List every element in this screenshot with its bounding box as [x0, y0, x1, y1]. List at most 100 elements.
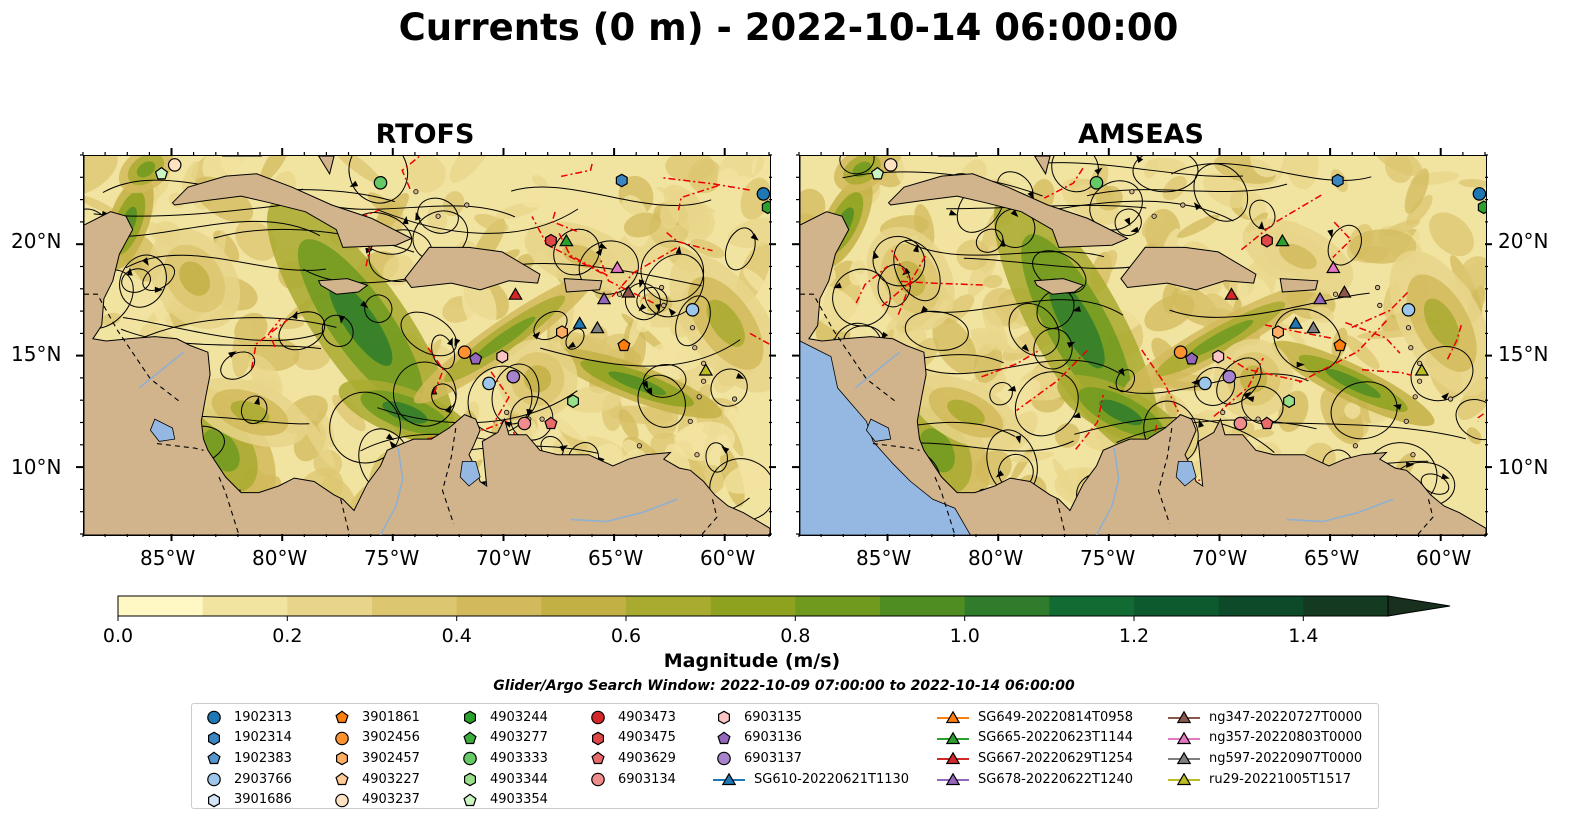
triangle-marker-icon — [1168, 731, 1200, 744]
legend-label: SG665-20220623T1144 — [978, 730, 1134, 746]
marker-ru29 — [698, 363, 714, 376]
marker-6903134 — [517, 416, 532, 431]
lat-label-15n-right: 15°N — [1498, 342, 1549, 366]
colorbar: 0.0 0.2 0.4 0.6 0.8 1.0 1.2 1.4 — [103, 595, 1451, 647]
marker-4903629 — [544, 416, 558, 430]
hexagon-marker-icon — [717, 710, 730, 725]
legend-entry: SG665-20220623T1144 — [936, 728, 1133, 749]
legend-column: 4903473 4903475 4903629 6903134 — [586, 707, 676, 789]
colorbar-extend-arrow — [1387, 595, 1451, 617]
marker-6903137 — [506, 369, 521, 384]
colorbar-tick-label: 0.2 — [272, 625, 302, 647]
triangle-marker-icon — [937, 710, 969, 724]
marker-SG665 — [1275, 233, 1290, 247]
marker-4903344 — [567, 394, 579, 409]
legend-entry: 6903136 — [712, 728, 909, 749]
colorbar-tick-label: 0.6 — [611, 625, 641, 647]
triangle-marker-icon — [937, 752, 969, 765]
legend-entry: ng597-20220907T0000 — [1167, 748, 1362, 769]
marker-SG678 — [1312, 291, 1328, 305]
legend-entry: 1902313 — [202, 707, 292, 728]
lat-label-10n-right: 10°N — [1498, 455, 1549, 479]
legend-entry: 4903237 — [330, 789, 420, 810]
colorbar-bin — [710, 596, 796, 616]
colorbar-label: Magnitude (m/s) — [663, 650, 841, 672]
colorbar-bin — [287, 596, 373, 616]
legend-label: 4903344 — [490, 771, 548, 787]
legend-entry: SG667-20220629T1254 — [936, 748, 1133, 769]
triangle-marker-icon — [713, 772, 745, 786]
marker-4903237 — [883, 158, 898, 172]
circle-marker-icon — [207, 772, 221, 787]
pentagon-marker-icon — [463, 731, 477, 744]
hexagon-marker-icon — [591, 731, 604, 746]
lon-label-80w-left: 80°W — [252, 546, 308, 570]
legend-label: SG667-20220629T1254 — [978, 750, 1134, 766]
pentagon-marker-icon — [335, 710, 349, 724]
legend-entry: ng357-20220803T0000 — [1167, 728, 1362, 749]
colorbar-bin — [372, 596, 458, 616]
colorbar-bin — [202, 596, 288, 616]
legend-label: 3902457 — [362, 750, 420, 766]
marker-6903135 — [496, 349, 509, 364]
legend-label: 1902383 — [234, 750, 292, 766]
marker-6903137 — [1222, 369, 1237, 384]
marker-1902313 — [1472, 187, 1486, 201]
legend-label: ng347-20220727T0000 — [1209, 709, 1363, 725]
legend-entry: 4903227 — [330, 769, 420, 790]
marker-4903354 — [154, 166, 169, 180]
marker-ng357 — [610, 260, 625, 274]
legend-label: SG649-20220814T0958 — [978, 709, 1134, 725]
marker-4903475 — [545, 233, 557, 248]
legend-entry: 3901686 — [202, 789, 292, 810]
marker-2903766b — [685, 303, 700, 317]
marker-6903135 — [1212, 349, 1225, 364]
legend-entry: 3902457 — [330, 748, 420, 769]
marker-SG610 — [1288, 316, 1303, 329]
marker-2903766b — [1401, 303, 1416, 317]
lon-label-70w-right: 70°W — [1192, 546, 1248, 570]
lon-label-65w-right: 65°W — [1304, 546, 1360, 570]
legend-label: 4903475 — [618, 730, 676, 746]
marker-SG678 — [596, 291, 612, 305]
legend-label: ru29-20221005T1517 — [1209, 771, 1352, 787]
lat-label-20n-left: 20°N — [11, 229, 62, 253]
legend-label: 4903629 — [618, 750, 676, 766]
lat-label-20n-right: 20°N — [1498, 229, 1549, 253]
marker-3902457 — [1272, 325, 1284, 339]
marker-3902457 — [556, 325, 568, 339]
colorbar-bin — [964, 596, 1050, 616]
legend-entry: 3902456 — [330, 728, 420, 749]
legend-column: 4903244 4903277 4903333 4903344 4903354 — [458, 707, 548, 810]
colorbar-tick-label: 0.4 — [442, 625, 472, 647]
search-window-text: Glider/Argo Search Window: 2022-10-09 07… — [493, 678, 1075, 694]
marker-6903136 — [1185, 351, 1199, 365]
marker-6903134 — [1233, 416, 1248, 431]
colorbar-bin — [1303, 596, 1389, 616]
legend-entry: ng347-20220727T0000 — [1167, 707, 1362, 728]
colorbar-bin — [1218, 596, 1304, 616]
colorbar-tick-label: 0.0 — [103, 625, 133, 647]
map-panel-amseas — [799, 155, 1487, 536]
legend-entry: 6903137 — [712, 748, 909, 769]
lon-label-75w-right: 75°W — [1080, 546, 1136, 570]
legend-entry: ru29-20221005T1517 — [1167, 769, 1362, 790]
legend-label: 4903354 — [490, 792, 548, 808]
marker-6903136 — [469, 351, 483, 365]
legend-column: 3901861 3902456 3902457 4903227 4903237 — [330, 707, 420, 810]
marker-ng597 — [590, 320, 605, 334]
rtofs-current-map — [84, 156, 770, 535]
hexagon-marker-icon — [335, 752, 348, 766]
marker-ng597 — [1306, 320, 1321, 334]
marker-ng347 — [621, 285, 636, 298]
legend-label: 1902313 — [234, 709, 292, 725]
legend-column: SG649-20220814T0958 SG665-20220623T1144 SG… — [936, 707, 1133, 789]
marker-ng357 — [1326, 260, 1341, 274]
marker-3901861 — [617, 338, 631, 352]
triangle-marker-icon — [937, 731, 969, 744]
circle-marker-icon — [207, 710, 221, 725]
marker-ru29 — [1414, 363, 1430, 376]
marker-2903766 — [1198, 376, 1212, 391]
legend-entry: 4903277 — [458, 728, 548, 749]
colorbar-bin — [456, 596, 542, 616]
